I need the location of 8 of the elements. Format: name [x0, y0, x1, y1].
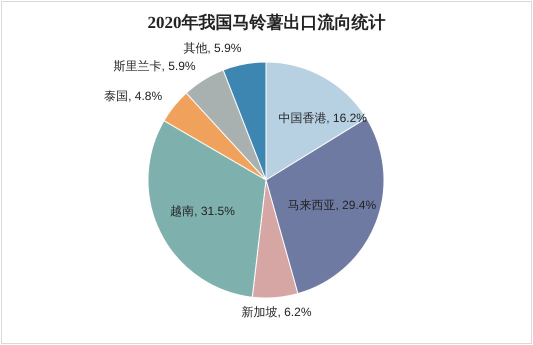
slice-label: 其他, 5.9%	[183, 41, 242, 56]
slice-label: 斯里兰卡, 5.9%	[114, 59, 196, 74]
slice-label: 越南, 31.5%	[170, 204, 235, 220]
slice-label: 马来西亚, 29.4%	[287, 198, 376, 214]
slice-label: 新加坡, 6.2%	[241, 305, 312, 320]
chart-title: 2020年我国马铃薯出口流向统计	[148, 13, 386, 32]
slice-label: 中国香港, 16.2%	[278, 110, 367, 126]
slice-label: 泰国, 4.8%	[104, 88, 162, 104]
